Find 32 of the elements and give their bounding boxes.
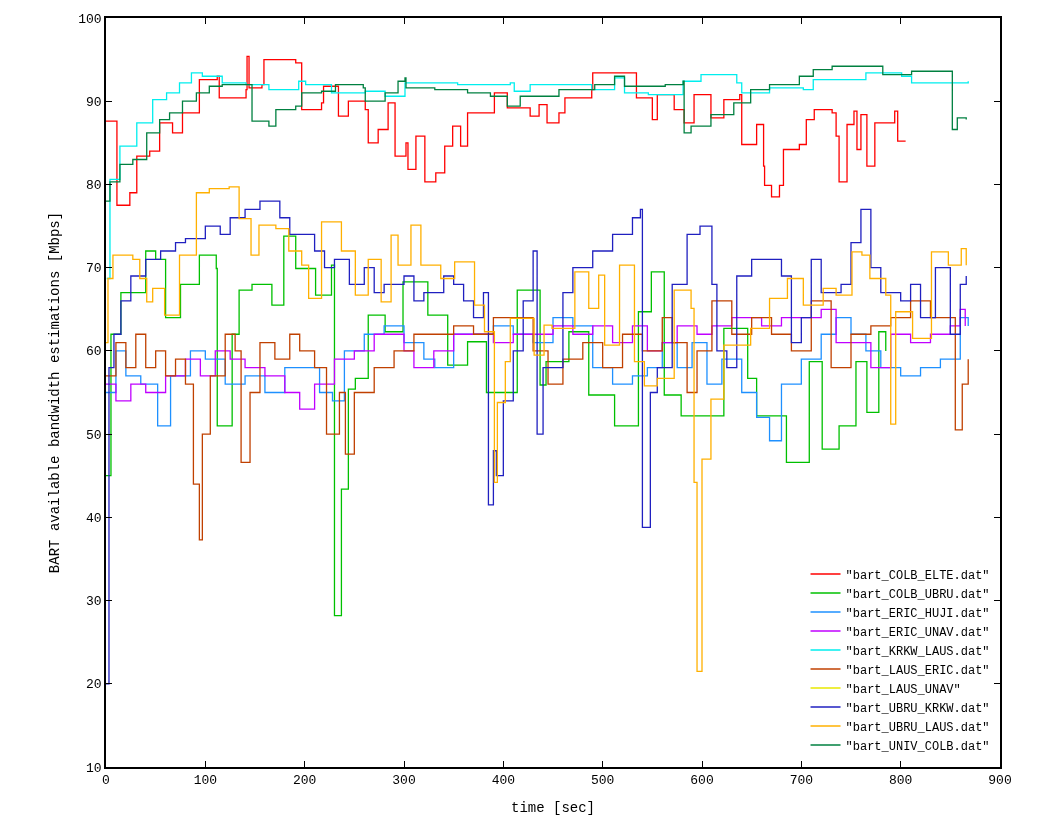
legend-label: "bart_UBRU_LAUS.dat"	[845, 720, 990, 735]
x-tick-label: 300	[392, 773, 416, 789]
y-tick-label: 40	[86, 510, 102, 526]
legend-label: "bart_UBRU_KRKW.dat"	[845, 701, 990, 716]
legend-label: "bart_COLB_UBRU.dat"	[845, 587, 990, 602]
y-tick-label: 80	[86, 177, 102, 193]
x-tick-label: 0	[102, 773, 110, 789]
y-tick-label: 60	[86, 344, 102, 360]
x-tick-label: 400	[491, 773, 516, 789]
legend-label: "bart_LAUS_ERIC.dat"	[845, 663, 990, 678]
x-tick-label: 800	[888, 773, 913, 789]
y-tick-label: 10	[86, 760, 102, 776]
legend-label: "bart_UNIV_COLB.dat"	[845, 739, 990, 754]
y-axis-title: BART available bandwidth estimations [Mbps]	[47, 211, 64, 574]
y-tick-label: 70	[86, 261, 102, 277]
legend-label: "bart_ERIC_UNAV.dat"	[845, 625, 990, 640]
x-tick-label: 100	[193, 773, 218, 789]
y-tick-label: 30	[86, 594, 102, 610]
x-axis-title: time [sec]	[510, 800, 596, 817]
x-tick-label: 200	[292, 773, 317, 789]
x-tick-label: 500	[590, 773, 615, 789]
legend-label: "bart_LAUS_UNAV"	[845, 682, 961, 697]
y-tick-label: 50	[86, 427, 102, 443]
x-tick-label: 600	[690, 773, 714, 789]
x-tick-label: 900	[988, 773, 1012, 789]
x-tick-label: 700	[789, 773, 814, 789]
legend-label: "bart_KRKW_LAUS.dat"	[845, 644, 990, 659]
y-tick-label: 90	[86, 94, 102, 110]
y-tick-label: 100	[78, 11, 102, 27]
legend-label: "bart_COLB_ELTE.dat"	[845, 568, 990, 583]
legend-label: "bart_ERIC_HUJI.dat"	[845, 606, 990, 621]
y-tick-label: 20	[86, 677, 102, 693]
